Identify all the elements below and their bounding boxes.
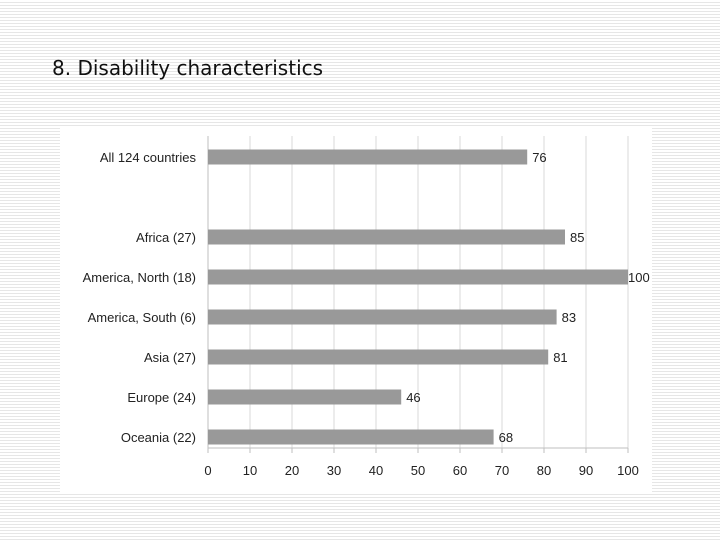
x-tick-label: 80 <box>537 463 551 478</box>
category-label: Asia (27) <box>144 350 196 365</box>
data-label: 83 <box>562 310 576 325</box>
data-label: 46 <box>406 390 420 405</box>
x-tick-label: 70 <box>495 463 509 478</box>
bar <box>208 389 402 405</box>
bar <box>208 229 565 245</box>
data-label: 85 <box>570 230 584 245</box>
x-tick-label: 50 <box>411 463 425 478</box>
category-label: America, South (6) <box>88 310 196 325</box>
category-label: All 124 countries <box>100 150 197 165</box>
bar-chart: 0 10 20 30 40 50 60 70 80 90 100 All 124 countries 7… <box>83 136 650 478</box>
bar <box>208 429 494 445</box>
category-label: Oceania (22) <box>121 430 196 445</box>
slide-title: 8. Disability characteristics <box>52 56 324 80</box>
data-label: 68 <box>499 430 513 445</box>
data-label: 81 <box>553 350 567 365</box>
x-tick-label: 100 <box>617 463 639 478</box>
x-tick-label: 30 <box>327 463 341 478</box>
data-label: 100 <box>628 270 650 285</box>
bar <box>208 309 557 325</box>
category-label: America, North (18) <box>83 270 196 285</box>
bar <box>208 349 549 365</box>
x-tick-label: 60 <box>453 463 467 478</box>
x-tick-label: 0 <box>204 463 211 478</box>
chart-panel: 0 10 20 30 40 50 60 70 80 90 100 All 124 countries 7… <box>60 126 652 494</box>
x-tick-label: 90 <box>579 463 593 478</box>
bar <box>208 269 628 285</box>
category-label: Europe (24) <box>127 390 196 405</box>
bar <box>208 149 528 165</box>
x-tick-label: 20 <box>285 463 299 478</box>
x-tick-label: 40 <box>369 463 383 478</box>
x-tick-label: 10 <box>243 463 257 478</box>
category-label: Africa (27) <box>136 230 196 245</box>
data-label: 76 <box>532 150 546 165</box>
